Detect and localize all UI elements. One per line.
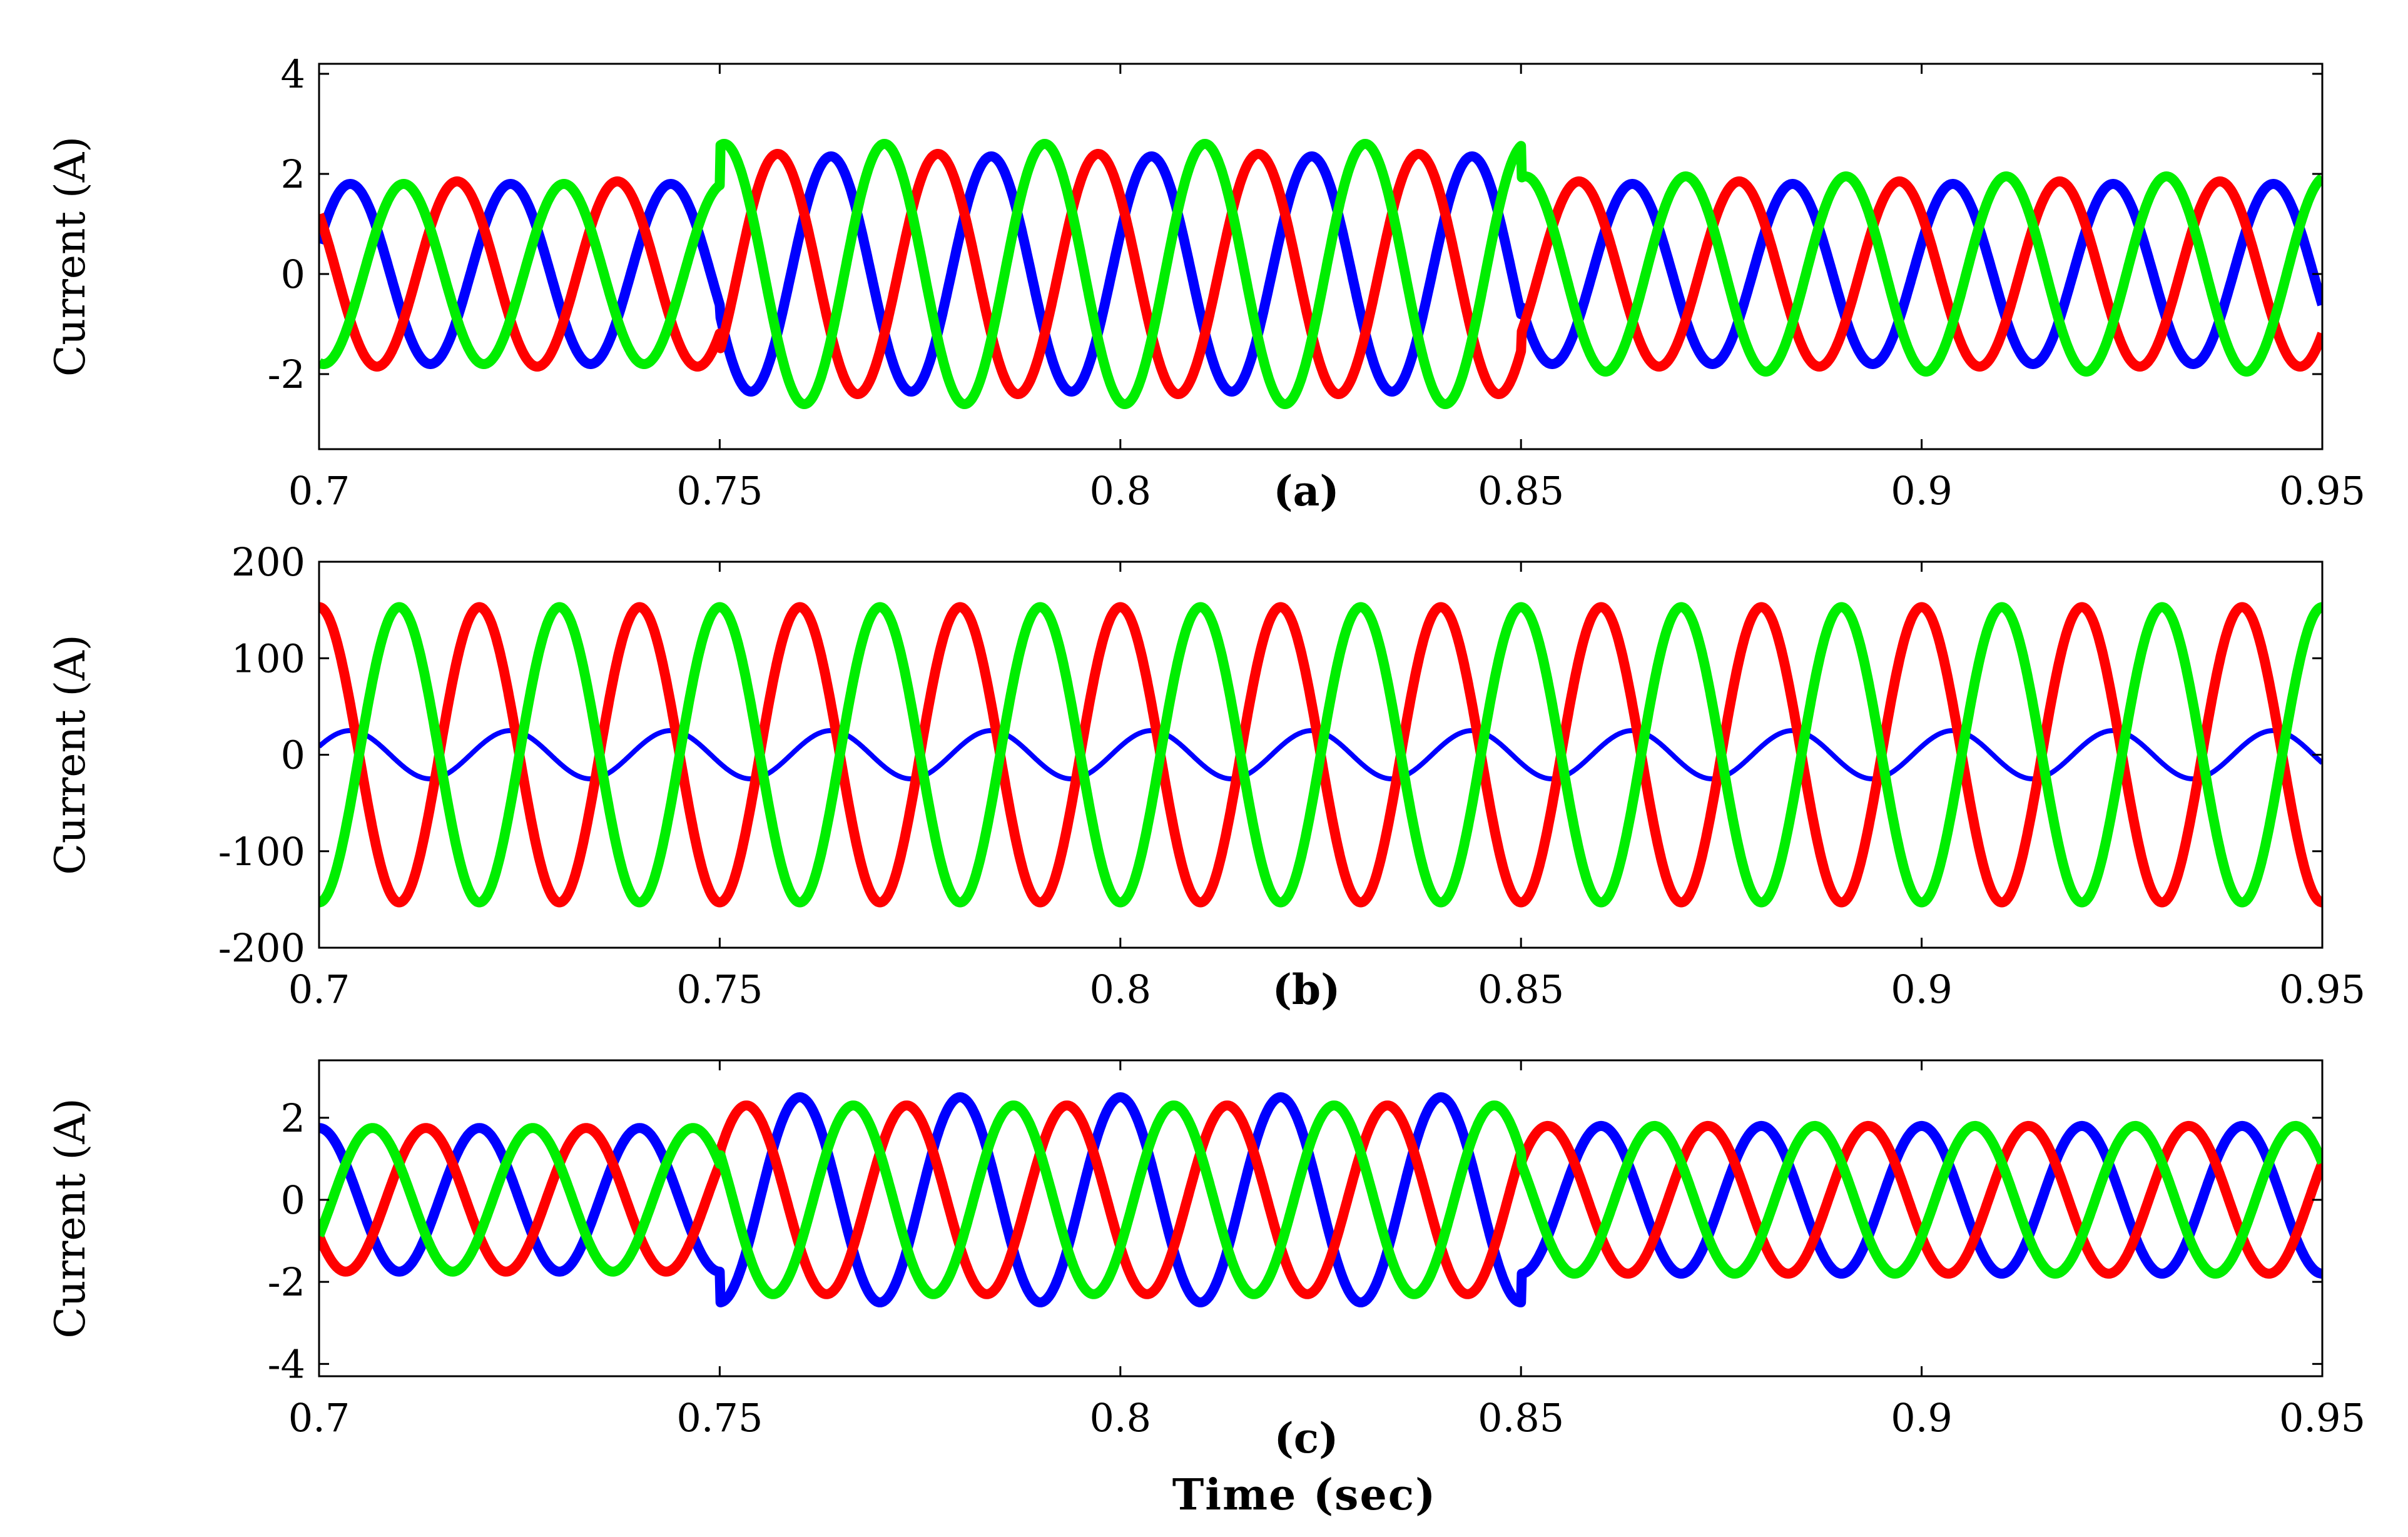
x-tick-label: 0.8 [1089, 966, 1151, 1012]
y-tick-label: 2 [281, 1095, 305, 1141]
series-line [319, 149, 2322, 399]
plot-frame [318, 63, 2324, 450]
y-tick-label: -4 [268, 1341, 305, 1387]
x-tick-label: 0.85 [1478, 966, 1564, 1012]
panel-tag: (c) [1274, 1414, 1339, 1463]
series-line [319, 151, 2322, 397]
panel-b: 0.7 0.75 0.8 0.85 0.9 0.95 200 100 0 -100 -200 Curr… [46, 539, 2365, 1014]
y-tick-label: 0 [281, 251, 305, 297]
series-line [319, 1092, 2322, 1307]
y-tick-label: 2 [281, 151, 305, 197]
x-tick-label: 0.95 [2279, 966, 2365, 1012]
y-tick-label: -200 [218, 925, 305, 971]
y-axis-label: Current (A) [46, 634, 94, 875]
x-tick-label: 0.9 [1891, 468, 1953, 514]
y-tick-label: 0 [281, 733, 305, 778]
y-tick-label: 4 [281, 51, 305, 97]
panel-tag: (b) [1273, 965, 1341, 1014]
x-tick-label: 0.85 [1478, 468, 1564, 514]
panel-tag: (a) [1273, 467, 1339, 515]
y-tick-label: 0 [281, 1177, 305, 1223]
x-tick-label: 0.75 [676, 1395, 763, 1441]
x-tick-label: 0.85 [1478, 1395, 1564, 1441]
x-tick-label: 0.7 [288, 966, 350, 1012]
series-line [319, 139, 2322, 409]
x-tick-label: 0.7 [288, 468, 350, 514]
x-tick-label: 0.9 [1891, 966, 1953, 1012]
y-tick-label: -100 [218, 829, 305, 875]
plot-frame [318, 1059, 2324, 1377]
series-line [319, 602, 2322, 908]
y-tick-label: -2 [268, 352, 305, 397]
panel-a: 0.7 0.75 0.8 0.85 0.9 0.95 4 2 0 -2 Current (A) (a) [46, 51, 2365, 515]
x-tick-label: 0.8 [1089, 468, 1151, 514]
y-axis-label: Current (A) [46, 136, 94, 377]
x-axis-label: Time (sec) [1172, 1470, 1437, 1520]
x-tick-label: 0.7 [288, 1395, 350, 1441]
x-tick-label: 0.75 [676, 966, 763, 1012]
series-line [319, 1100, 2322, 1299]
x-tick-label: 0.8 [1089, 1395, 1151, 1441]
x-tick-label: 0.9 [1891, 1395, 1953, 1441]
series-line [319, 1100, 2322, 1299]
y-tick-label: 100 [231, 636, 305, 681]
panel-c: 0.7 0.75 0.8 0.85 0.9 0.95 2 0 -2 -4 Current (A) (c… [46, 1059, 2365, 1463]
y-tick-label: -2 [268, 1259, 305, 1305]
x-tick-label: 0.75 [676, 468, 763, 514]
y-axis-label: Current (A) [46, 1098, 94, 1338]
y-tick-label: 200 [231, 539, 305, 585]
x-tick-label: 0.95 [2279, 1395, 2365, 1441]
x-tick-label: 0.95 [2279, 468, 2365, 514]
